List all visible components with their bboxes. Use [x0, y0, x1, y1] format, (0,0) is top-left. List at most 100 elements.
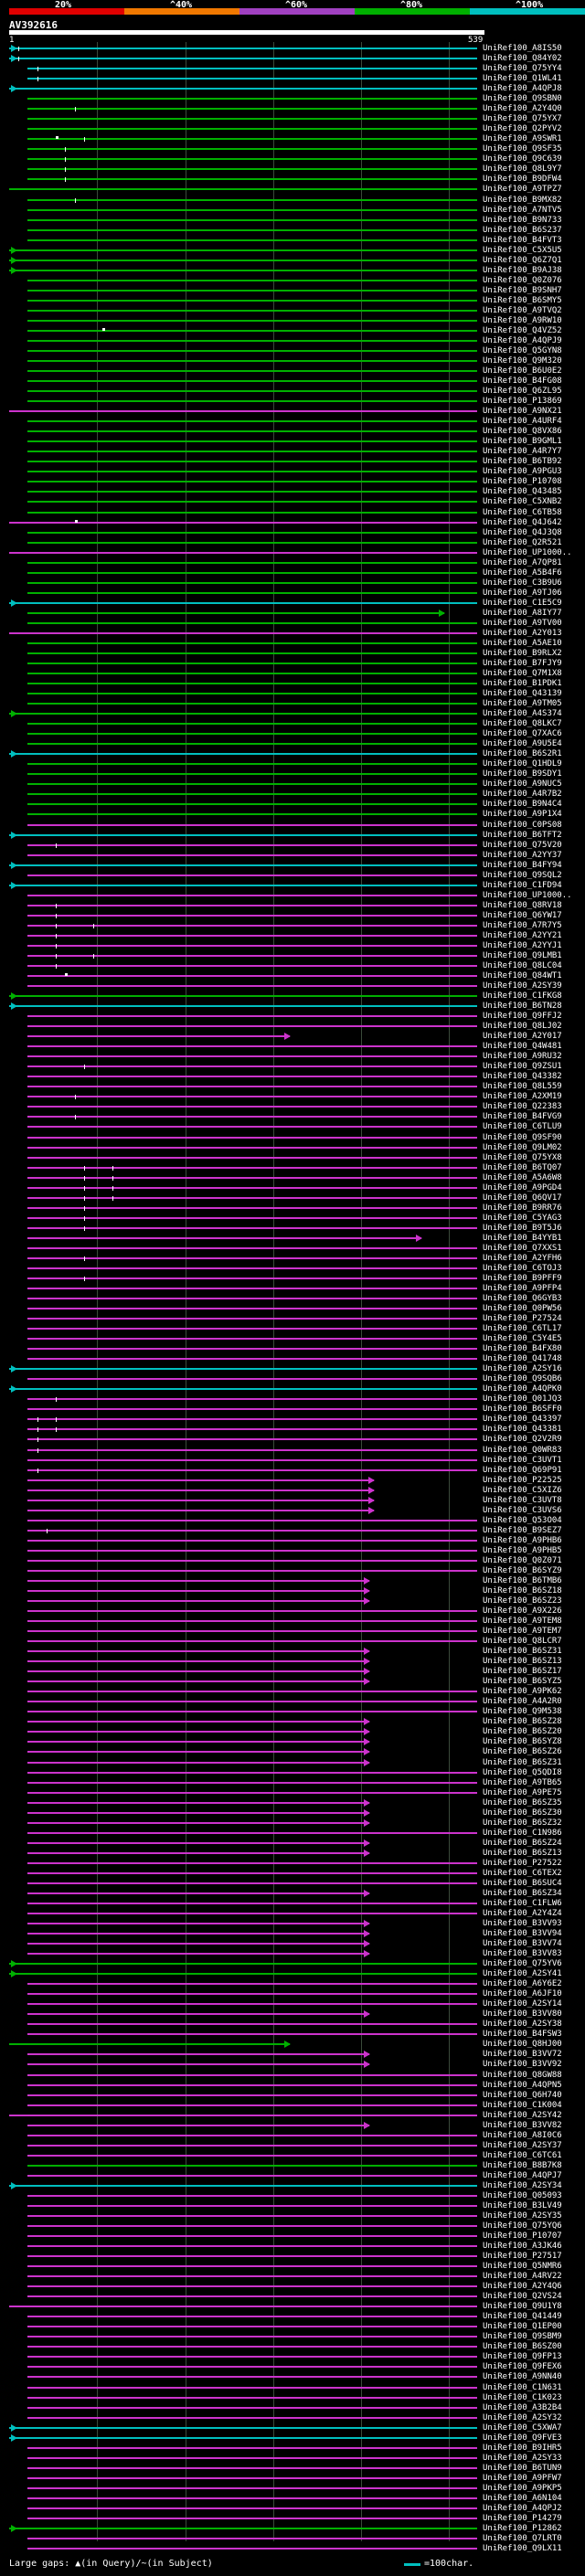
hit-label[interactable]: UniRef100_A2Y4Q6	[483, 2282, 562, 2292]
hit-row[interactable]: UniRef100_A9TM05	[0, 699, 585, 709]
hit-label[interactable]: UniRef100_A9PGU3	[483, 467, 562, 477]
hit-label[interactable]: UniRef100_A2SY38	[483, 2019, 562, 2030]
hit-row[interactable]: UniRef100_B9IHR5	[0, 2443, 585, 2454]
hit-label[interactable]: UniRef100_Q2PYV2	[483, 124, 562, 134]
hit-row[interactable]: UniRef100_A9RU32	[0, 1052, 585, 1062]
hit-label[interactable]: UniRef100_P13869	[483, 397, 562, 407]
hit-label[interactable]: UniRef100_B6SYZ9	[483, 1565, 562, 1575]
hit-row[interactable]: UniRef100_Q5QDI8	[0, 1768, 585, 1778]
hit-label[interactable]: UniRef100_B6TFT2	[483, 830, 562, 840]
hit-row[interactable]: UniRef100_C1N631	[0, 2383, 585, 2393]
hit-label[interactable]: UniRef100_B6SZ26	[483, 1747, 562, 1757]
hit-row[interactable]: UniRef100_Q9LMB1	[0, 951, 585, 961]
hit-label[interactable]: UniRef100_B7FJY9	[483, 659, 562, 668]
hit-label[interactable]: UniRef100_Q8L9Y7	[483, 164, 562, 175]
hit-row[interactable]: UniRef100_A2SY16	[0, 1364, 585, 1374]
hit-label[interactable]: UniRef100_Q8LC04	[483, 960, 562, 970]
hit-label[interactable]: UniRef100_C1N986	[483, 1828, 562, 1838]
hit-label[interactable]: UniRef100_Q5QDI8	[483, 1767, 562, 1777]
hit-row[interactable]: UniRef100_B3VV80	[0, 2009, 585, 2019]
hit-row[interactable]: UniRef100_A9TPZ7	[0, 185, 585, 195]
hit-label[interactable]: UniRef100_Q43381	[483, 1425, 562, 1435]
hit-label[interactable]: UniRef100_A4A2R0	[483, 1697, 562, 1707]
hit-row[interactable]: UniRef100_P22525	[0, 1476, 585, 1486]
hit-label[interactable]: UniRef100_A4URF4	[483, 417, 562, 427]
hit-row[interactable]: UniRef100_P10708	[0, 477, 585, 487]
hit-label[interactable]: UniRef100_A7R7Y5	[483, 920, 562, 930]
hit-row[interactable]: UniRef100_B9DFW4	[0, 175, 585, 185]
hit-row[interactable]: UniRef100_Q8L9Y7	[0, 164, 585, 175]
hit-label[interactable]: UniRef100_C5XIZ6	[483, 1485, 562, 1495]
hit-label[interactable]: UniRef100_B6S237	[483, 225, 562, 235]
hit-row[interactable]: UniRef100_B6SZ00	[0, 2342, 585, 2352]
hit-row[interactable]: UniRef100_Q75V20	[0, 841, 585, 851]
hit-label[interactable]: UniRef100_Q9SBN0	[483, 94, 562, 104]
hit-row[interactable]: UniRef100_Q41748	[0, 1354, 585, 1364]
hit-label[interactable]: UniRef100_Q22383	[483, 1102, 562, 1112]
hit-row[interactable]: UniRef100_P12862	[0, 2524, 585, 2534]
hit-label[interactable]: UniRef100_B6U0E2	[483, 366, 562, 376]
hit-row[interactable]: UniRef100_B3VV83	[0, 1949, 585, 1959]
hit-row[interactable]: UniRef100_Q9M538	[0, 1707, 585, 1717]
hit-row[interactable]: UniRef100_B8B7K8	[0, 2161, 585, 2171]
hit-label[interactable]: UniRef100_B6TQ07	[483, 1162, 562, 1172]
hit-row[interactable]: UniRef100_B6S237	[0, 226, 585, 236]
hit-row[interactable]: UniRef100_Q9FP13	[0, 2352, 585, 2362]
hit-label[interactable]: UniRef100_B9IHR5	[483, 2443, 562, 2453]
hit-row[interactable]: UniRef100_A2YYJ1	[0, 941, 585, 951]
hit-label[interactable]: UniRef100_B6SYZ8	[483, 1737, 562, 1747]
hit-label[interactable]: UniRef100_B3VV74	[483, 1939, 562, 1948]
hit-label[interactable]: UniRef100_Q75YQ6	[483, 2221, 562, 2231]
hit-row[interactable]: UniRef100_C5XWA7	[0, 2423, 585, 2433]
hit-row[interactable]: UniRef100_Q4VZ52	[0, 326, 585, 336]
hit-label[interactable]: UniRef100_B9N4C4	[483, 800, 562, 810]
hit-row[interactable]: UniRef100_B6SZ34	[0, 1889, 585, 1899]
hit-row[interactable]: UniRef100_B9MX82	[0, 196, 585, 206]
hit-label[interactable]: UniRef100_A4QPN5	[483, 2080, 562, 2090]
hit-row[interactable]: UniRef100_A4A2R0	[0, 1697, 585, 1707]
hit-label[interactable]: UniRef100_A2SY37	[483, 2140, 562, 2150]
hit-label[interactable]: UniRef100_Q4J642	[483, 517, 562, 527]
hit-label[interactable]: UniRef100_A4QPJ9	[483, 335, 562, 345]
hit-label[interactable]: UniRef100_Q41449	[483, 2312, 562, 2322]
hit-label[interactable]: UniRef100_Q6H740	[483, 2090, 562, 2100]
hit-label[interactable]: UniRef100_B4FVG9	[483, 1112, 562, 1122]
hit-row[interactable]: UniRef100_Q9C639	[0, 154, 585, 164]
hit-label[interactable]: UniRef100_P27522	[483, 1858, 562, 1868]
hit-label[interactable]: UniRef100_A2SY39	[483, 981, 562, 991]
hit-row[interactable]: UniRef100_B4FVG9	[0, 1112, 585, 1122]
hit-label[interactable]: UniRef100_A9TEM8	[483, 1617, 562, 1626]
hit-label[interactable]: UniRef100_P27517	[483, 2252, 562, 2261]
hit-row[interactable]: UniRef100_B6TFT2	[0, 831, 585, 841]
hit-label[interactable]: UniRef100_B9SEZ7	[483, 1525, 562, 1535]
hit-row[interactable]: UniRef100_Q9ZSU1	[0, 1062, 585, 1072]
hit-label[interactable]: UniRef100_Q75YX7	[483, 114, 562, 124]
hit-label[interactable]: UniRef100_Q6ZL95	[483, 387, 562, 397]
hit-label[interactable]: UniRef100_B6SZ28	[483, 1717, 562, 1727]
hit-row[interactable]: UniRef100_C5XNB2	[0, 497, 585, 507]
hit-label[interactable]: UniRef100_Q8RV18	[483, 900, 562, 910]
hit-label[interactable]: UniRef100_A9P1X4	[483, 810, 562, 820]
hit-row[interactable]: UniRef100_C6TB58	[0, 508, 585, 518]
hit-row[interactable]: UniRef100_Q43382	[0, 1072, 585, 1082]
hit-row[interactable]: UniRef100_Q9U1Y8	[0, 2302, 585, 2312]
hit-label[interactable]: UniRef100_B6SZ00	[483, 2342, 562, 2352]
hit-label[interactable]: UniRef100_Q4W481	[483, 1042, 562, 1052]
hit-row[interactable]: UniRef100_Q0Z076	[0, 276, 585, 286]
hit-label[interactable]: UniRef100_A9RU32	[483, 1052, 562, 1062]
hit-label[interactable]: UniRef100_A9RW10	[483, 315, 562, 325]
hit-row[interactable]: UniRef100_B6S2R1	[0, 749, 585, 759]
hit-row[interactable]: UniRef100_Q6YW17	[0, 911, 585, 921]
hit-row[interactable]: UniRef100_C6TC61	[0, 2151, 585, 2161]
hit-row[interactable]: UniRef100_Q8HJ00	[0, 2040, 585, 2050]
hit-label[interactable]: UniRef100_B9SNH7	[483, 285, 562, 295]
hit-row[interactable]: UniRef100_B6SZ18	[0, 1586, 585, 1596]
hit-row[interactable]: UniRef100_Q9SQL2	[0, 871, 585, 881]
hit-row[interactable]: UniRef100_Q05093	[0, 2191, 585, 2201]
hit-label[interactable]: UniRef100_C6TLU9	[483, 1122, 562, 1132]
hit-label[interactable]: UniRef100_A4QPJ7	[483, 2170, 562, 2180]
hit-row[interactable]: UniRef100_Q1WL41	[0, 74, 585, 84]
hit-label[interactable]: UniRef100_A2Y4Z4	[483, 1908, 562, 1918]
hit-row[interactable]: UniRef100_A8I0C6	[0, 2131, 585, 2141]
hit-row[interactable]: UniRef100_Q8LCR7	[0, 1637, 585, 1647]
